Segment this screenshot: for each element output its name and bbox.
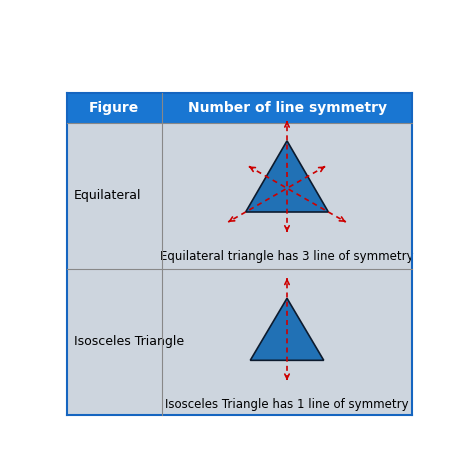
- Text: Number of line symmetry: Number of line symmetry: [188, 101, 386, 115]
- Text: Figure: Figure: [89, 101, 139, 115]
- Text: Equilateral triangle has 3 line of symmetry: Equilateral triangle has 3 line of symme…: [160, 250, 414, 263]
- FancyBboxPatch shape: [66, 123, 412, 269]
- FancyBboxPatch shape: [66, 93, 412, 123]
- Text: Isosceles Triangle: Isosceles Triangle: [74, 335, 184, 348]
- Text: Equilateral: Equilateral: [74, 189, 141, 202]
- Polygon shape: [250, 298, 324, 360]
- Polygon shape: [246, 141, 328, 212]
- Text: Isosceles Triangle has 1 line of symmetry: Isosceles Triangle has 1 line of symmetr…: [165, 398, 409, 411]
- FancyBboxPatch shape: [66, 269, 412, 415]
